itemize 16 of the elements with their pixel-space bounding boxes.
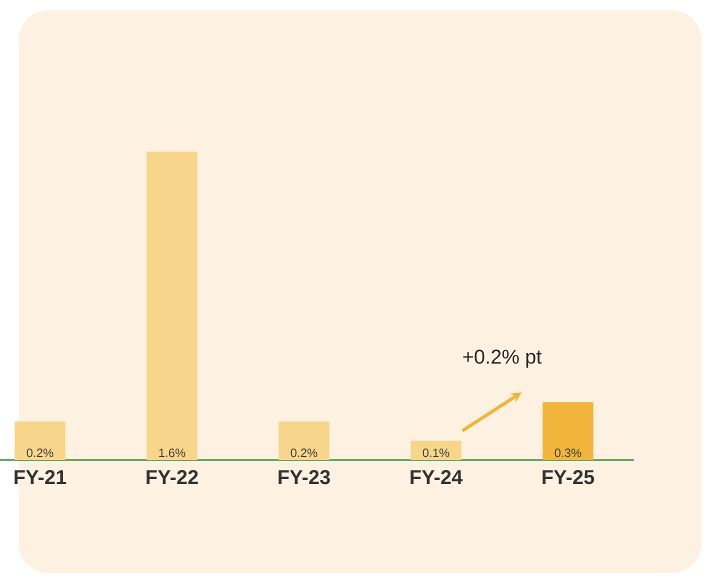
data-label: 1.6% [159, 448, 186, 458]
data-label: 0.2% [26, 448, 54, 458]
data-label: 0.2% [290, 448, 318, 458]
bar [146, 152, 198, 460]
bar [410, 440, 462, 460]
x-tick-label: FY-25 [542, 470, 594, 484]
bar [278, 421, 330, 460]
x-tick-label: FY-21 [14, 470, 66, 484]
x-tick-label: FY-22 [146, 470, 198, 484]
bar [542, 402, 594, 460]
data-label: 0.3% [554, 448, 582, 458]
bar [14, 421, 66, 460]
data-label: 0.1% [422, 448, 450, 458]
annotation: +0.2% pt [463, 350, 542, 368]
x-tick-label: FY-24 [410, 470, 463, 484]
x-tick-label: FY-23 [278, 470, 330, 484]
